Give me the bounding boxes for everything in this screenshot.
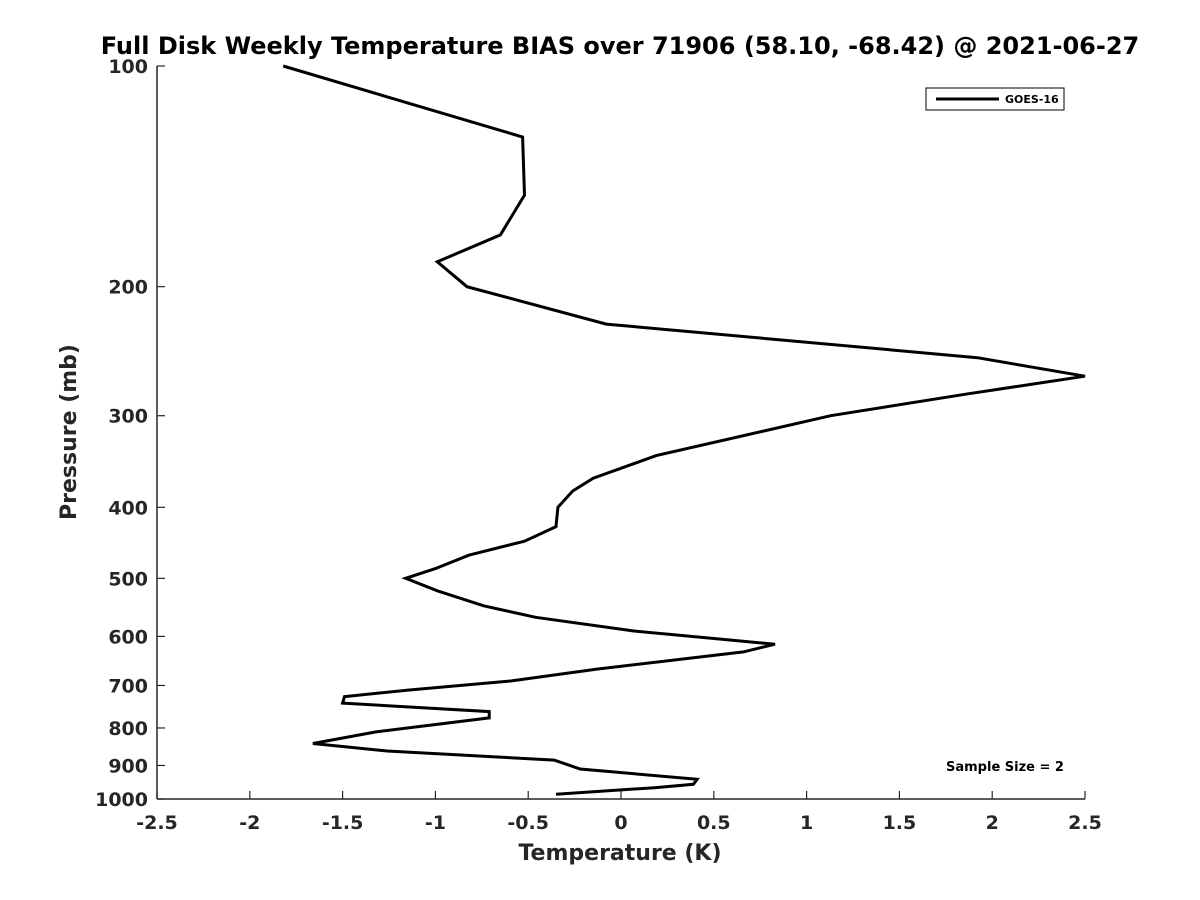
y-tick-label: 500 bbox=[108, 568, 148, 590]
y-tick-label: 800 bbox=[108, 718, 148, 740]
x-tick-label: -2.5 bbox=[136, 812, 178, 834]
chart-title: Full Disk Weekly Temperature BIAS over 7… bbox=[101, 32, 1140, 60]
y-tick-label: 300 bbox=[108, 406, 148, 428]
x-tick-label: -1 bbox=[425, 812, 446, 834]
y-tick-label: 200 bbox=[108, 277, 148, 299]
y-axis-label: Pressure (mb) bbox=[57, 344, 82, 520]
y-tick-label: 700 bbox=[108, 675, 148, 697]
y-tick-label: 100 bbox=[108, 56, 148, 78]
y-tick-label: 900 bbox=[108, 755, 148, 777]
y-tick-label: 1000 bbox=[95, 789, 148, 811]
x-tick-label: 0.5 bbox=[697, 812, 731, 834]
x-tick-label: 2.5 bbox=[1068, 812, 1102, 834]
series-line-goes-16 bbox=[282, 64, 1086, 796]
x-tick-label: -1.5 bbox=[322, 812, 364, 834]
legend: GOES-16 bbox=[925, 87, 1065, 111]
x-axis-label: Temperature (K) bbox=[518, 841, 721, 866]
x-tick-label: 1 bbox=[800, 812, 813, 834]
x-tick-label: 1.5 bbox=[883, 812, 917, 834]
x-tick-label: 2 bbox=[986, 812, 999, 834]
y-axis-ticks: 100 200 300 400 500 600 700 800 900 1000 bbox=[95, 56, 165, 811]
legend-label-goes-16: GOES-16 bbox=[1005, 93, 1059, 106]
x-tick-label: -0.5 bbox=[507, 812, 549, 834]
sample-size-annotation: Sample Size = 2 bbox=[946, 760, 1064, 775]
x-tick-label: -2 bbox=[239, 812, 260, 834]
y-tick-label: 400 bbox=[108, 497, 148, 519]
series-group bbox=[282, 64, 1086, 796]
y-tick-label: 600 bbox=[108, 626, 148, 648]
x-tick-label: 0 bbox=[614, 812, 627, 834]
x-axis-ticks: -2.5 -2 -1.5 -1 -0.5 0 0.5 1 1.5 2 2.5 bbox=[136, 791, 1102, 834]
